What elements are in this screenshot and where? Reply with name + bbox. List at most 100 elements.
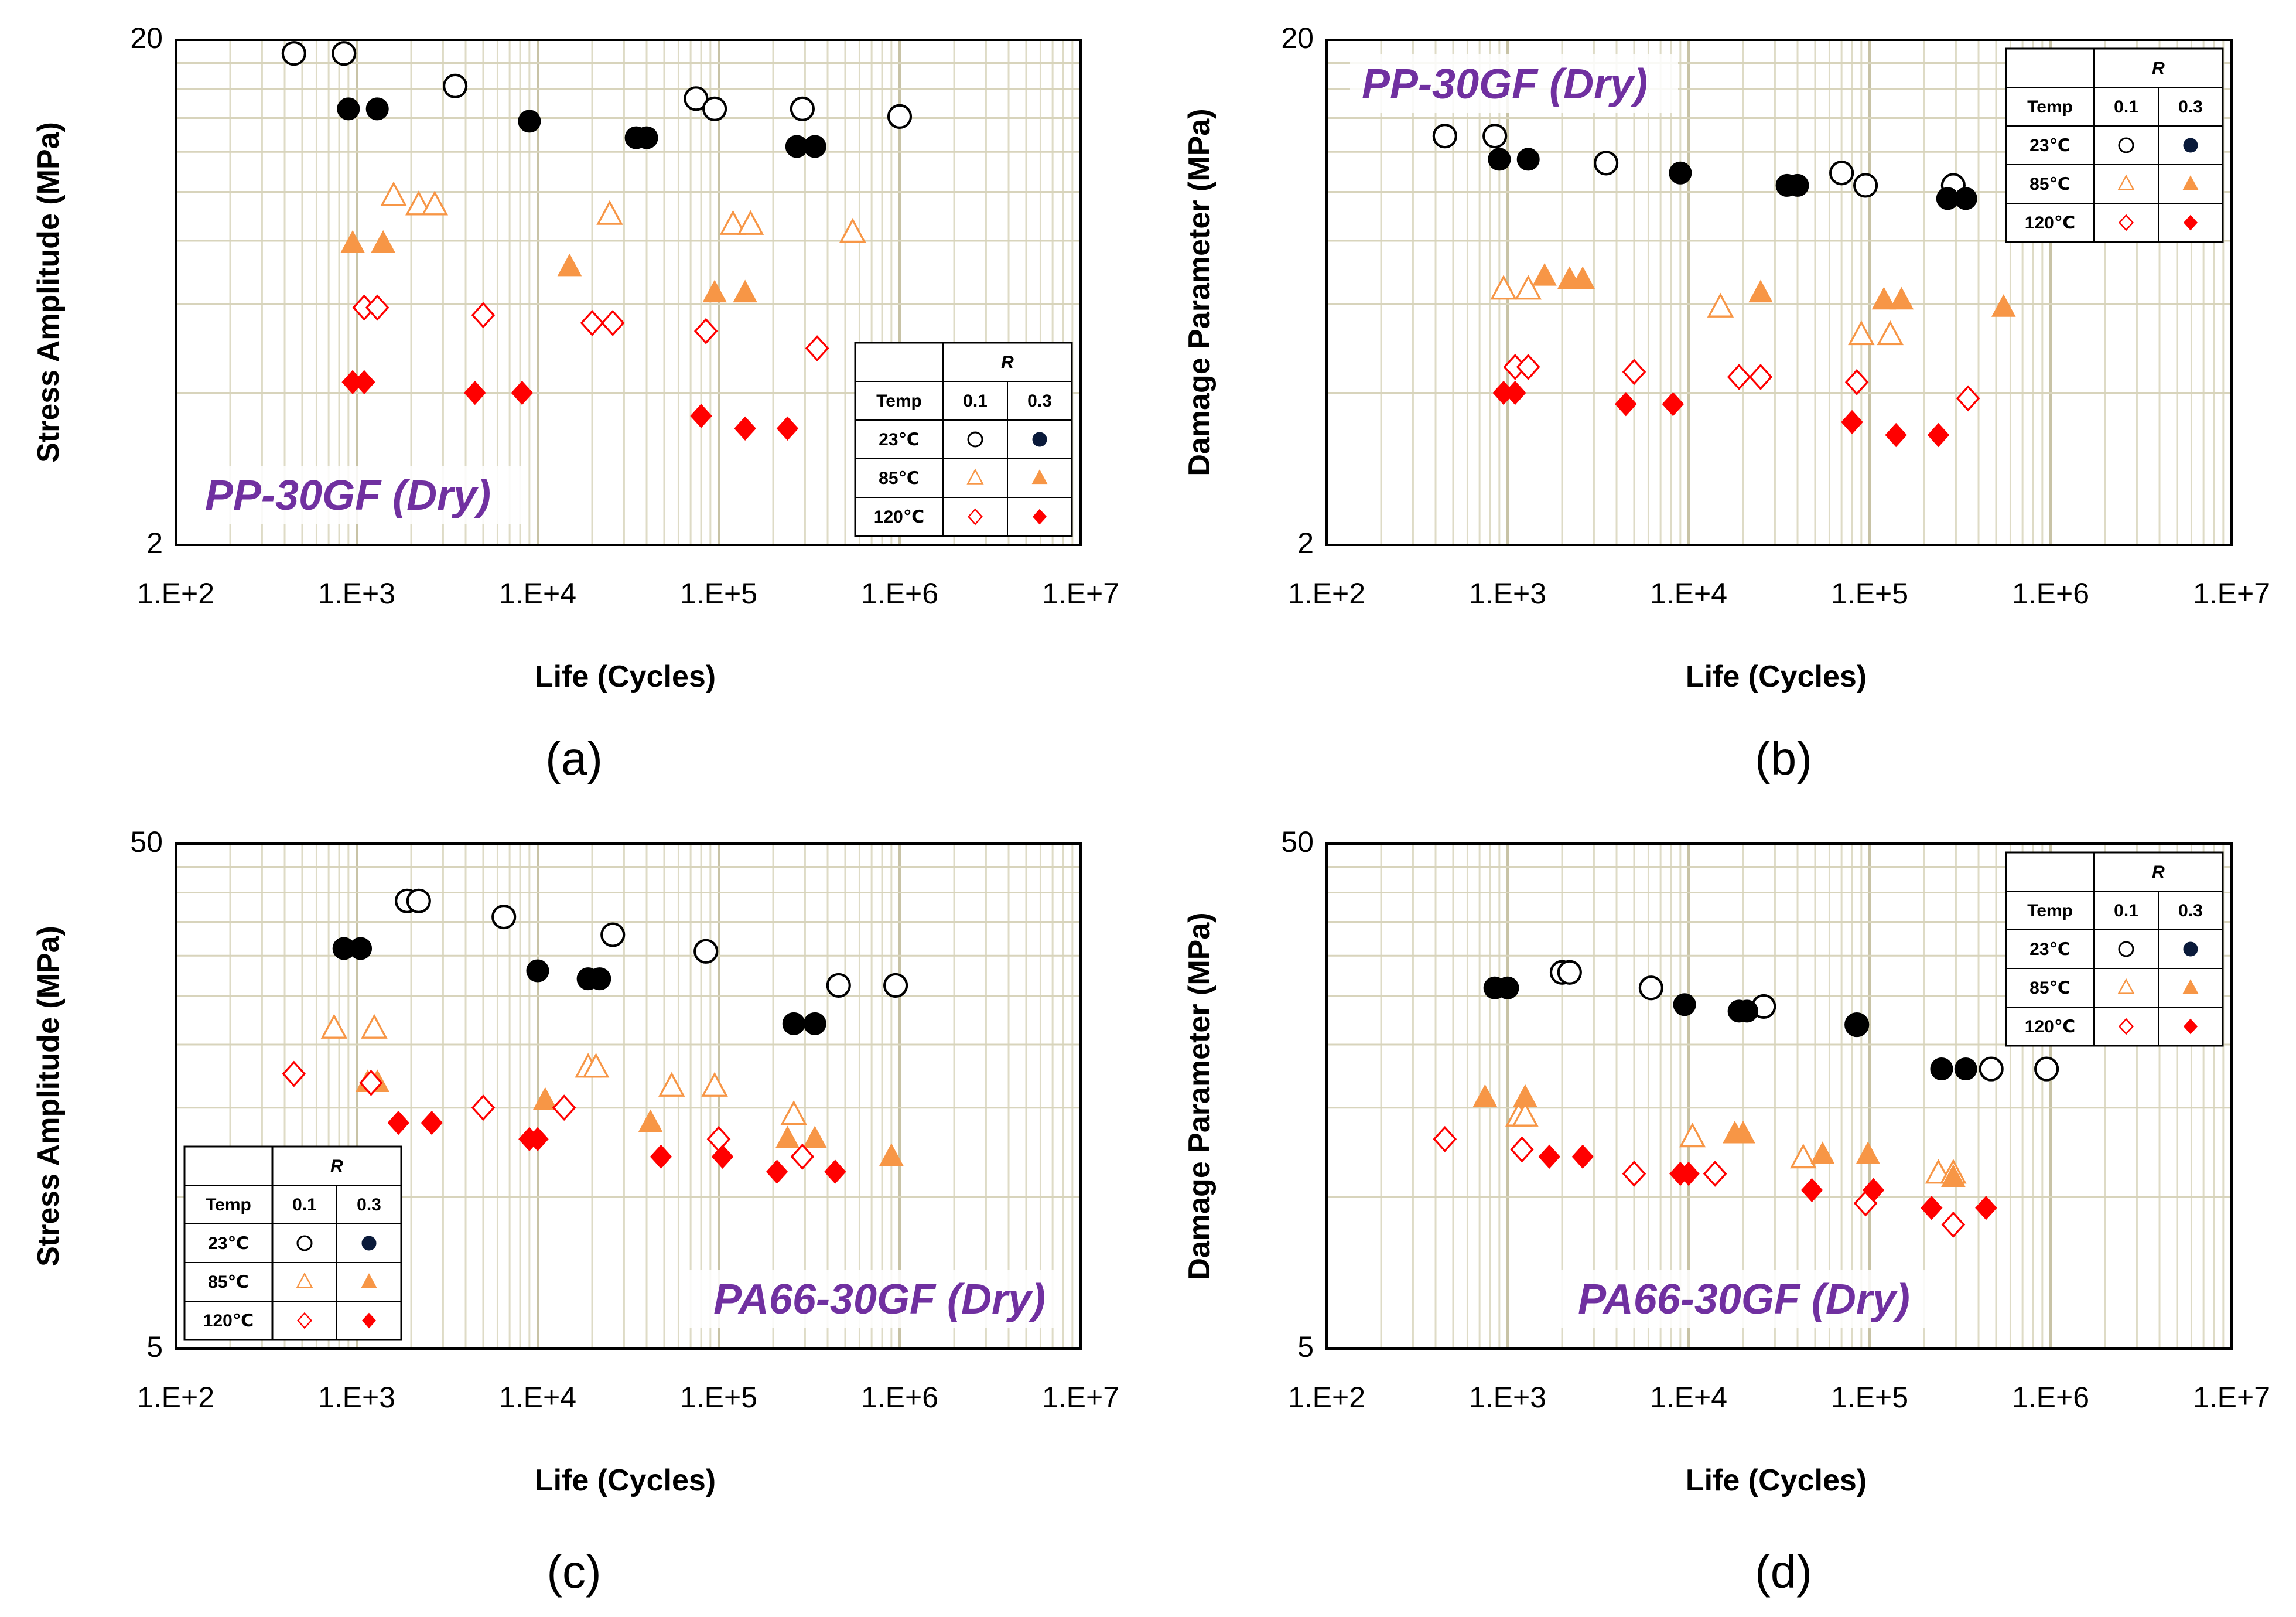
data-point: [734, 416, 756, 441]
data-point: [1707, 292, 1734, 318]
y-tick-label: 20: [1281, 22, 1314, 54]
data-point: [775, 1125, 800, 1148]
data-point: [1472, 1084, 1498, 1107]
legend-temp-label: 85℃: [208, 1273, 249, 1292]
y-tick-label: 2: [146, 527, 163, 560]
data-point: [1885, 422, 1907, 448]
data-point: [1921, 1196, 1943, 1220]
data-point: [702, 279, 727, 303]
data-point: [702, 96, 727, 121]
data-point: [1862, 1178, 1885, 1203]
legend-header-r: R: [2152, 862, 2165, 882]
data-point: [887, 104, 913, 129]
legend-marker-filled: [361, 1273, 377, 1288]
data-point: [1845, 1013, 1868, 1036]
data-point: [1941, 1164, 1966, 1187]
series-triangle-open: [380, 181, 866, 243]
data-point: [1979, 1056, 2004, 1082]
x-tick-label: 1.E+2: [137, 577, 214, 610]
data-point: [1432, 124, 1457, 149]
y-axis-label: Damage Parameter (MPa): [1183, 108, 1217, 476]
legend-temp-label: 120℃: [2025, 1017, 2075, 1036]
series-diamond-open: [1433, 1125, 1966, 1238]
title-background: [682, 1270, 1057, 1328]
legend-temp-label: 23℃: [2030, 136, 2070, 155]
data-point: [580, 309, 604, 336]
y-axis-label: Stress Amplitude (MPa): [32, 122, 66, 463]
series-circle-filled: [1488, 148, 1977, 210]
legend-marker-filled: [2183, 1018, 2198, 1035]
data-point: [824, 1159, 846, 1184]
series-circle-filled: [332, 937, 826, 1035]
series-diamond-filled: [341, 370, 799, 441]
data-point: [790, 1143, 815, 1170]
data-point: [1800, 1178, 1823, 1203]
data-point: [1991, 294, 2016, 317]
data-point: [650, 1144, 672, 1169]
series-diamond-open: [1503, 353, 1980, 412]
data-point: [371, 230, 395, 253]
legend-temp-label: 85℃: [2030, 978, 2070, 998]
x-tick-label: 1.E+6: [861, 577, 938, 610]
data-point: [1848, 320, 1875, 346]
series-triangle-open: [320, 1014, 807, 1125]
legend-marker-filled: [1032, 509, 1047, 525]
legend-table: R Temp 0.1 0.3 23℃ 85℃ 120℃: [854, 342, 1073, 537]
data-point: [1673, 993, 1696, 1016]
x-axis-label: Life (Cycles): [1686, 1464, 1867, 1497]
x-tick-label: 1.E+7: [1042, 1381, 1119, 1414]
legend-table: R Temp 0.1 0.3 23℃ 85℃ 120℃: [2005, 851, 2224, 1047]
chart-title: PP-30GF (Dry): [205, 472, 491, 519]
data-point: [421, 1110, 443, 1135]
title-background: [1350, 54, 1678, 113]
legend-r-value: 0.3: [1027, 391, 1052, 411]
data-point: [1557, 960, 1582, 985]
gridlines: [176, 844, 1081, 1349]
data-point: [1571, 1144, 1594, 1169]
x-tick-label: 1.E+2: [1288, 1381, 1365, 1414]
data-point: [471, 1094, 496, 1121]
data-point: [1510, 1136, 1534, 1163]
data-point: [776, 416, 799, 441]
data-point: [1496, 976, 1519, 999]
data-point: [1941, 1211, 1966, 1238]
series-circle-open: [1432, 124, 1966, 198]
x-tick-label: 1.E+3: [1469, 577, 1546, 610]
data-point: [1829, 161, 1854, 186]
data-point: [527, 1127, 549, 1151]
data-point: [359, 1069, 383, 1096]
data-point: [719, 210, 747, 235]
data-point: [1516, 148, 1540, 171]
legend-header-r: R: [1001, 353, 1014, 372]
data-point: [337, 97, 360, 121]
data-point: [353, 370, 375, 394]
data-point: [1856, 1141, 1881, 1164]
data-point: [638, 1109, 663, 1132]
data-point: [365, 294, 390, 321]
data-point: [802, 1125, 828, 1148]
data-point: [588, 967, 611, 991]
x-tick-label: 1.E+6: [2012, 1381, 2089, 1414]
data-point: [1789, 1144, 1817, 1169]
legend-temp-label: 120℃: [874, 507, 924, 527]
x-tick-label: 1.E+5: [1831, 1381, 1908, 1414]
x-tick-label: 1.E+2: [1288, 577, 1365, 610]
data-point: [1594, 151, 1619, 176]
legend-r-value: 0.3: [357, 1195, 381, 1215]
data-point: [1930, 1057, 1953, 1081]
x-tick-label: 1.E+6: [2012, 577, 2089, 610]
data-point: [464, 380, 486, 405]
legend-marker-open: [2117, 978, 2135, 994]
y-tick-label: 5: [1297, 1331, 1314, 1363]
caption-a: (a): [545, 732, 603, 784]
data-point: [526, 959, 549, 983]
panel-c: 1.E+2 1.E+3 1.E+4 1.E+5 1.E+6 1.E+7 5 50 Life (C…: [32, 825, 1119, 1497]
data-point: [1669, 161, 1692, 185]
data-point: [1615, 392, 1637, 417]
legend-marker-open: [2118, 214, 2134, 231]
chart-title: PA66-30GF (Dry): [713, 1276, 1046, 1323]
data-point: [780, 1100, 807, 1125]
data-point: [790, 96, 815, 121]
data-point: [826, 973, 851, 998]
